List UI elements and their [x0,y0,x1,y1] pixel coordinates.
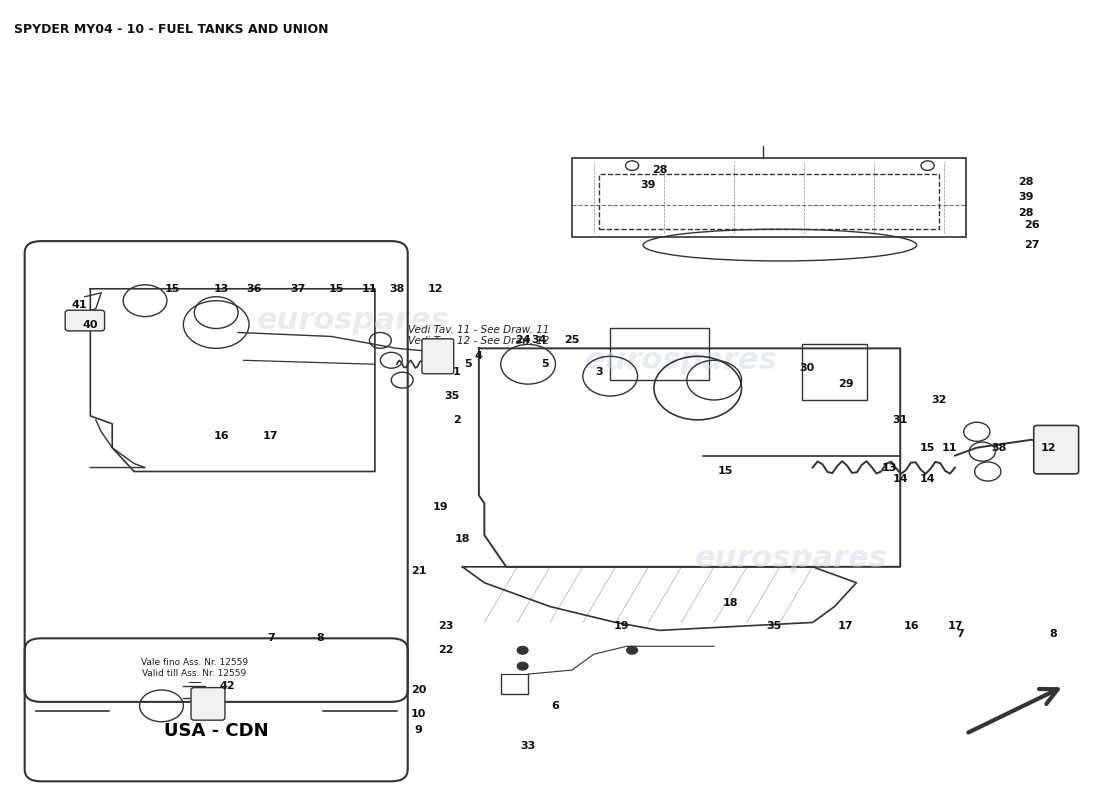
FancyBboxPatch shape [1034,426,1079,474]
Text: 40: 40 [82,319,98,330]
Text: 38: 38 [389,284,405,294]
Text: 24: 24 [515,335,530,346]
Text: 17: 17 [263,430,278,441]
Text: 8: 8 [317,634,324,643]
Text: 23: 23 [438,622,453,631]
Text: 19: 19 [614,622,629,631]
Text: SPYDER MY04 - 10 - FUEL TANKS AND UNION: SPYDER MY04 - 10 - FUEL TANKS AND UNION [13,22,328,36]
Text: 15: 15 [165,284,180,294]
Text: 36: 36 [246,284,262,294]
Text: 38: 38 [991,442,1006,453]
Text: 31: 31 [892,415,907,425]
Text: 34: 34 [531,335,547,346]
Text: 15: 15 [717,466,733,477]
Text: 12: 12 [1041,442,1056,453]
Text: 39: 39 [640,181,657,190]
Text: 15: 15 [329,284,344,294]
Circle shape [627,646,638,654]
Text: 18: 18 [723,598,738,607]
Text: 2: 2 [453,415,461,425]
Text: 42: 42 [219,681,235,691]
Text: 22: 22 [438,646,454,655]
Text: 3: 3 [595,367,603,377]
FancyBboxPatch shape [422,339,453,374]
Text: 17: 17 [947,622,962,631]
Text: 9: 9 [415,725,422,734]
Text: 12: 12 [427,284,443,294]
Text: eurospares: eurospares [256,306,450,335]
Text: 30: 30 [800,363,815,374]
FancyBboxPatch shape [65,310,104,331]
Text: 26: 26 [1024,220,1040,230]
Text: 14: 14 [892,474,907,485]
Text: 19: 19 [432,502,449,512]
Text: Vedi Tav. 11 - See Draw. 11
Vedi Tav. 12 - See Draw. 12: Vedi Tav. 11 - See Draw. 11 Vedi Tav. 12… [408,325,549,346]
Text: 35: 35 [444,391,459,401]
Text: 4: 4 [475,351,483,362]
Text: 6: 6 [551,701,560,711]
Text: 41: 41 [72,300,87,310]
Text: eurospares: eurospares [585,346,778,374]
Text: 37: 37 [290,284,306,294]
Text: 35: 35 [767,622,782,631]
Text: 8: 8 [1049,630,1057,639]
Text: 5: 5 [541,359,548,370]
Text: 7: 7 [267,634,275,643]
Text: 29: 29 [838,379,854,389]
Text: eurospares: eurospares [694,544,888,574]
Text: 28: 28 [651,165,668,174]
Text: 14: 14 [920,474,935,485]
Text: 10: 10 [411,709,427,719]
Text: 16: 16 [213,430,230,441]
Text: 39: 39 [1019,193,1034,202]
Text: 32: 32 [931,395,946,405]
Text: 20: 20 [411,685,427,695]
Text: 1: 1 [453,367,461,377]
Text: 21: 21 [411,566,427,576]
Text: 27: 27 [1024,240,1040,250]
Text: 15: 15 [920,442,935,453]
Text: 7: 7 [957,630,965,639]
Circle shape [517,646,528,654]
Text: 16: 16 [903,622,918,631]
Text: 33: 33 [520,741,536,750]
Text: 28: 28 [1019,177,1034,186]
Text: 25: 25 [564,335,580,346]
Text: 18: 18 [454,534,470,544]
Circle shape [517,662,528,670]
Text: 17: 17 [838,622,854,631]
Text: 13: 13 [214,284,230,294]
Text: 11: 11 [362,284,377,294]
Text: Vale fino Ass. Nr. 12559
Valid till Ass. Nr. 12559: Vale fino Ass. Nr. 12559 Valid till Ass.… [141,658,248,678]
Text: 11: 11 [942,442,957,453]
Text: 28: 28 [1019,208,1034,218]
Text: 13: 13 [881,462,896,473]
FancyBboxPatch shape [191,687,224,720]
Text: 5: 5 [464,359,472,370]
Text: USA - CDN: USA - CDN [164,722,268,740]
